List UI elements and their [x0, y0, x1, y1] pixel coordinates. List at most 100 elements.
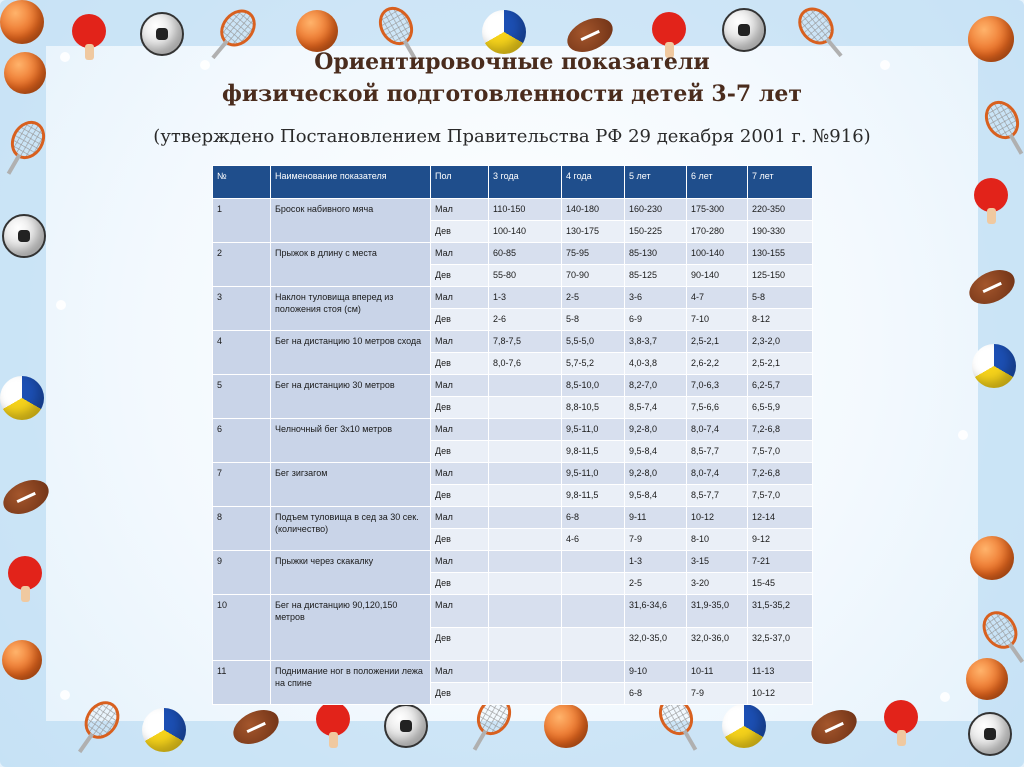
- basketball-icon: [968, 16, 1014, 62]
- value-cell: [488, 484, 562, 507]
- decor-dot: [940, 692, 950, 702]
- sex-cell: Дев: [430, 352, 489, 375]
- value-cell: 7,5-7,0: [747, 440, 813, 463]
- value-cell: 32,5-37,0: [747, 627, 813, 661]
- sex-cell: Мал: [430, 506, 489, 529]
- table-row: Дев 55-80 70-90 85-125 90-140 125-150: [213, 264, 813, 287]
- sex-cell: Дев: [430, 308, 489, 331]
- volleyball-icon: [0, 376, 44, 420]
- row-number: 11: [212, 660, 271, 705]
- value-cell: 9-12: [747, 528, 813, 551]
- basketball-icon: [296, 10, 338, 52]
- row-number: 1: [212, 198, 271, 243]
- value-cell: 90-140: [686, 264, 748, 287]
- row-number: 9: [212, 550, 271, 595]
- value-cell: 60-85: [488, 242, 562, 265]
- value-cell: 2,5-2,1: [686, 330, 748, 353]
- basketball-icon: [2, 640, 42, 680]
- value-cell: 5-8: [561, 308, 625, 331]
- indicator-name: Бег на дистанцию 30 метров: [270, 374, 431, 419]
- value-cell: 55-80: [488, 264, 562, 287]
- header-indicator-name: Наименование показателя: [270, 165, 431, 199]
- value-cell: 7,5-6,6: [686, 396, 748, 419]
- value-cell: 4-6: [561, 528, 625, 551]
- table-row: 4 Бег на дистанцию 10 метров схода Мал 7,8-…: [212, 330, 813, 375]
- decor-dot: [60, 52, 70, 62]
- value-cell: [561, 572, 625, 595]
- table-row: 11 Поднимание ног в положении лежа на спи…: [212, 660, 813, 705]
- slide-title-line-2: физической подготовленности детей 3-7 ле…: [222, 81, 802, 107]
- ping-pong-paddle-icon: [652, 12, 686, 58]
- value-cell: [488, 660, 562, 683]
- row-number: 2: [212, 242, 271, 287]
- header-age-3: 3 года: [488, 165, 562, 199]
- table-row: 1 Бросок набивного мяча Мал 110-150 140-180 1…: [212, 198, 813, 243]
- value-cell: [488, 682, 562, 705]
- indicator-name: Бросок набивного мяча: [270, 198, 431, 243]
- value-cell: 10-11: [686, 660, 748, 683]
- value-cell: [488, 418, 562, 441]
- row-number: 5: [212, 374, 271, 419]
- value-cell: 3-20: [686, 572, 748, 595]
- table-row: 6 Челночный бег 3х10 метров Мал 9,5-11,0 9,2…: [212, 418, 813, 463]
- value-cell: 7,2-6,8: [747, 462, 813, 485]
- ping-pong-paddle-icon: [316, 702, 350, 748]
- sex-cell: Мал: [430, 198, 489, 221]
- sex-cell: Дев: [430, 484, 489, 507]
- value-cell: 9,2-8,0: [624, 418, 687, 441]
- value-cell: 85-130: [624, 242, 687, 265]
- decor-dot: [56, 300, 66, 310]
- ping-pong-paddle-icon: [974, 178, 1008, 224]
- value-cell: 130-155: [747, 242, 813, 265]
- volleyball-icon: [142, 708, 186, 752]
- row-number: 4: [212, 330, 271, 375]
- basketball-icon: [0, 0, 44, 44]
- header-age-6: 6 лет: [686, 165, 748, 199]
- table-row: Дев 8,0-7,6 5,7-5,2 4,0-3,8 2,6-2,2 2,5-2,1: [213, 352, 813, 375]
- volleyball-icon: [722, 704, 766, 748]
- table-row: Дев 2-6 5-8 6-9 7-10 8-12: [213, 308, 813, 331]
- value-cell: 175-300: [686, 198, 748, 221]
- value-cell: 2-5: [561, 286, 625, 309]
- table-row: Дев 32,0-35,0 32,0-36,0 32,5-37,0: [213, 627, 813, 661]
- value-cell: 7-10: [686, 308, 748, 331]
- ping-pong-paddle-icon: [8, 556, 42, 602]
- value-cell: 6-9: [624, 308, 687, 331]
- value-cell: 2,5-2,1: [747, 352, 813, 375]
- value-cell: 75-95: [561, 242, 625, 265]
- row-number: 6: [212, 418, 271, 463]
- value-cell: 4-7: [686, 286, 748, 309]
- soccer-ball-icon: [722, 8, 766, 52]
- basketball-icon: [966, 658, 1008, 700]
- indicator-name: Бег на дистанцию 10 метров схода: [270, 330, 431, 375]
- value-cell: 130-175: [561, 220, 625, 243]
- value-cell: 7-21: [747, 550, 813, 573]
- value-cell: 8,5-7,7: [686, 484, 748, 507]
- value-cell: [488, 440, 562, 463]
- value-cell: [488, 528, 562, 551]
- value-cell: 31,9-35,0: [686, 594, 748, 628]
- table-row: Дев 9,8-11,5 9,5-8,4 8,5-7,7 7,5-7,0: [213, 484, 813, 507]
- value-cell: 100-140: [686, 242, 748, 265]
- value-cell: [488, 594, 562, 628]
- header-age-7: 7 лет: [747, 165, 813, 199]
- table-header-row: № Наименование показателя Пол 3 года 4 г…: [212, 165, 813, 199]
- table-row: Дев 8,8-10,5 8,5-7,4 7,5-6,6 6,5-5,9: [213, 396, 813, 419]
- value-cell: 3-15: [686, 550, 748, 573]
- header-age-4: 4 года: [561, 165, 625, 199]
- indicator-name: Челночный бег 3х10 метров: [270, 418, 431, 463]
- indicator-name: Подъем туловища в сед за 30 сек. (количе…: [270, 506, 431, 551]
- sex-cell: Дев: [430, 572, 489, 595]
- value-cell: 8,8-10,5: [561, 396, 625, 419]
- table-row: Дев 6-8 7-9 10-12: [213, 682, 813, 705]
- value-cell: 5,7-5,2: [561, 352, 625, 375]
- value-cell: [488, 572, 562, 595]
- value-cell: 125-150: [747, 264, 813, 287]
- row-number: 7: [212, 462, 271, 507]
- sex-cell: Дев: [430, 220, 489, 243]
- table-row: Дев 9,8-11,5 9,5-8,4 8,5-7,7 7,5-7,0: [213, 440, 813, 463]
- decor-dot: [200, 60, 210, 70]
- sex-cell: Мал: [430, 374, 489, 397]
- indicator-name: Поднимание ног в положении лежа на спине: [270, 660, 431, 705]
- value-cell: [561, 660, 625, 683]
